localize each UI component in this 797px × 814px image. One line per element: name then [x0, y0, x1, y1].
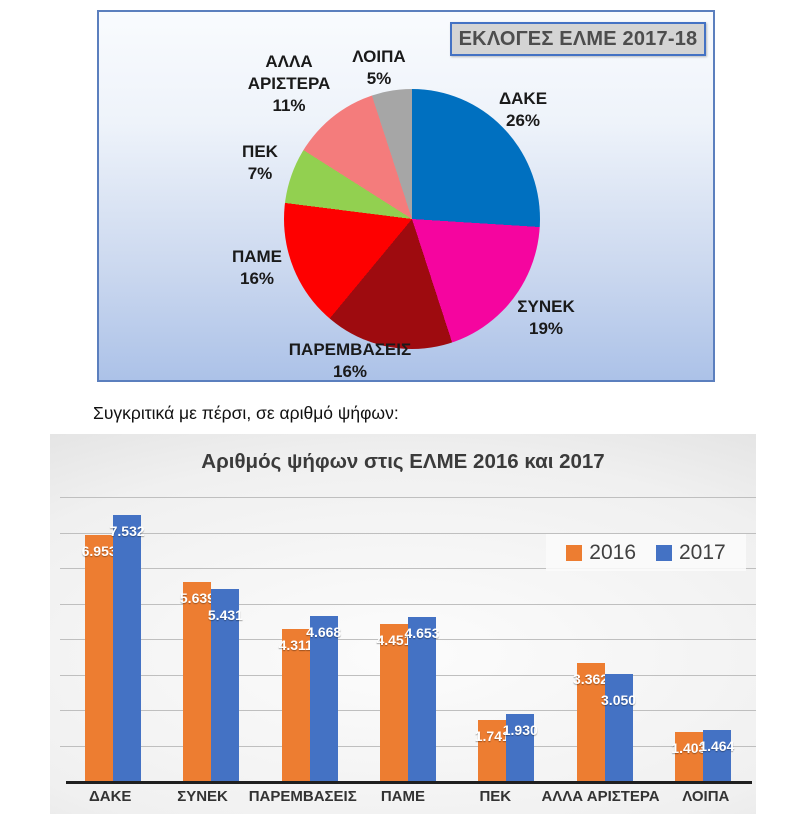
bar-2016: 1.741 — [475, 720, 510, 782]
pie-label-name: ΔΑΚΕ — [498, 89, 548, 108]
bar-value-label: 5.431 — [207, 607, 243, 624]
category-labels: ΔΑΚΕ ΣΥΝΕΚ ΠΑΡΕΜΒΑΣΕΙΣ ΠΑΜΕ ΠΕΚ ΑΛΛΑ ΑΡΙΣΤΕΡΑ… — [64, 788, 752, 805]
bar-2017: 7.532 — [110, 514, 145, 782]
gridline — [60, 532, 756, 534]
pie-label-name: ΣΥΝΕΚ — [517, 297, 575, 316]
legend-item-2017: 2017 — [656, 541, 726, 565]
bar-group: 6.953 7.532 — [64, 514, 162, 782]
comparison-note: Συγκριτικά με πέρσι, σε αριθμό ψήφων: — [93, 403, 399, 423]
pie-label-pct: 5% — [366, 68, 392, 88]
pie-label-name: ΠΑΡΕΜΒΑΣΕΙΣ — [288, 340, 412, 359]
bar-2017: 4.653 — [404, 616, 440, 782]
bar-value-label: 1.741 — [474, 728, 510, 745]
bar-value-label: 4.653 — [404, 624, 440, 641]
bar-group: 4.311 4.668 — [261, 616, 359, 782]
bar-value-label: 1.403 — [671, 740, 707, 757]
bar-group: 5.639 5.431 — [162, 581, 260, 782]
pie-chart-panel: ΕΚΛΟΓΕΣ ΕΛΜΕ 2017-18 ΔΑΚΕ 26% ΣΥΝΕΚ 19% … — [97, 10, 715, 382]
bar-2017: 3.050 — [601, 673, 636, 782]
bar-2017: 1.464 — [699, 730, 734, 782]
bar-2016: 4.311 — [278, 628, 313, 782]
bar-plot: 6.953 7.532 5.639 5.431 4.311 4.668 4.451 4.653… — [60, 497, 756, 784]
bar-group: 1.403 1.464 — [654, 730, 752, 782]
pie-label-pct: 19% — [528, 318, 564, 338]
bar-chart-panel: Αριθμός ψήφων στις ΕΛΜΕ 2016 και 2017 6.… — [50, 434, 756, 814]
bar-value-label: 6.953 — [81, 543, 117, 560]
category-label: ΠΕΚ — [479, 788, 512, 805]
bar-2016: 6.953 — [82, 535, 117, 782]
pie-label-name: ΠΕΚ — [242, 142, 278, 161]
legend-label-2017: 2017 — [679, 540, 726, 564]
gridline — [60, 497, 756, 498]
x-axis-line — [66, 781, 752, 784]
bar-value-label: 1.930 — [502, 721, 538, 738]
bar-2016: 5.639 — [180, 581, 215, 782]
bar-2016: 3.362 — [573, 662, 608, 782]
pie-label-pek: ΠΕΚ 7% — [225, 141, 295, 185]
legend: 2016 2017 — [546, 534, 746, 571]
bar-value-label: 7.532 — [109, 522, 145, 539]
pie-label-pct: 11% — [272, 95, 306, 115]
pie-label-pct: 7% — [247, 163, 273, 183]
pie-label-pame: ΠΑΜΕ 16% — [212, 246, 302, 290]
bar-chart-title: Αριθμός ψήφων στις ΕΛΜΕ 2016 και 2017 — [201, 450, 605, 473]
pie-label-name: ΑΛΛΑ ΑΡΙΣΤΕΡΑ — [247, 52, 331, 93]
legend-swatch-2017 — [656, 544, 672, 561]
bar-value-label: 4.668 — [306, 624, 342, 641]
pie-label-alla-aristera: ΑΛΛΑ ΑΡΙΣΤΕΡΑ 11% — [239, 51, 339, 116]
gridline — [60, 568, 756, 569]
bar-2017: 5.431 — [208, 589, 243, 782]
category-label: ΠΑΡΕΜΒΑΣΕΙΣ — [248, 788, 357, 805]
bar-value-label: 4.451 — [376, 632, 412, 648]
category-label: ΣΥΝΕΚ — [177, 788, 228, 805]
bar-2017: 4.668 — [306, 616, 341, 782]
pie-label-name: ΛΟΙΠΑ — [352, 47, 406, 66]
pie-label-pct: 16% — [332, 361, 368, 381]
pie-label-dake: ΔΑΚΕ 26% — [473, 88, 573, 132]
legend-label-2016: 2016 — [589, 540, 636, 564]
pie-label-loipa: ΛΟΙΠΑ 5% — [334, 46, 424, 90]
pie-graphic — [284, 89, 540, 349]
bar-2016: 4.451 — [376, 624, 412, 782]
pie-label-pct: 16% — [239, 268, 275, 288]
pie-label-parembaseis: ΠΑΡΕΜΒΑΣΕΙΣ 16% — [270, 339, 430, 383]
bar-value-label: 3.362 — [573, 670, 609, 687]
gridline — [60, 603, 756, 605]
bar-group: 3.362 3.050 — [555, 662, 653, 782]
legend-item-2016: 2016 — [566, 541, 636, 565]
pie-label-name: ΠΑΜΕ — [231, 247, 283, 266]
bar-value-label: 3.050 — [601, 691, 637, 708]
pie-label-synek: ΣΥΝΕΚ 19% — [496, 296, 596, 340]
legend-swatch-2016 — [566, 544, 583, 561]
bar-2017: 1.930 — [503, 713, 538, 782]
bar-group: 4.451 4.653 — [359, 616, 457, 782]
pie-chart-title: ΕΚΛΟΓΕΣ ΕΛΜΕ 2017-18 — [450, 22, 706, 56]
bar-value-label: 5.639 — [179, 589, 215, 606]
bar-value-label: 4.311 — [278, 636, 313, 653]
bar-value-label: 1.464 — [699, 738, 735, 755]
bar-group: 1.741 1.930 — [457, 713, 555, 782]
category-label: ΔΑΚΕ — [88, 788, 132, 805]
category-label: ΑΛΛΑ ΑΡΙΣΤΕΡΑ — [541, 788, 660, 805]
bar-2016: 1.403 — [671, 732, 706, 782]
pie-label-pct: 26% — [505, 110, 541, 130]
bar-groups: 6.953 7.532 5.639 5.431 4.311 4.668 4.451 4.653… — [64, 498, 752, 782]
category-label: ΛΟΙΠΑ — [682, 788, 730, 805]
category-label: ΠΑΜΕ — [380, 788, 425, 805]
